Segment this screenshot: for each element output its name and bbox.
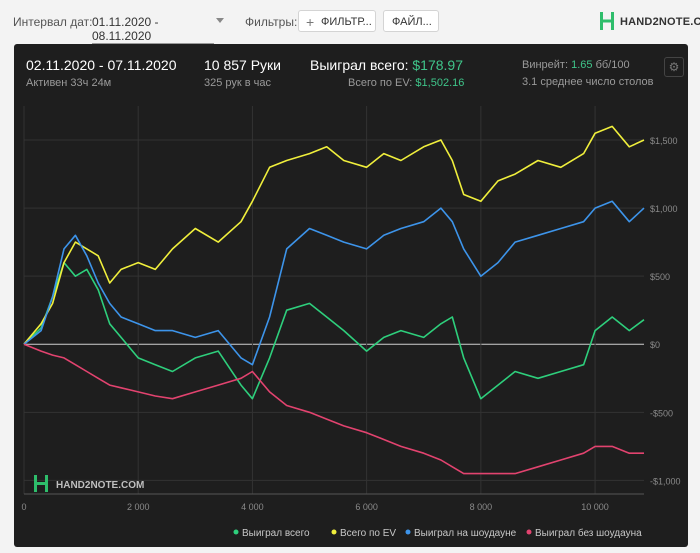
y-tick-label: $500 [650,272,670,282]
filter-button-label: ФИЛЬТР... [321,16,372,28]
chart-grid [23,106,644,495]
filters-label: Фильтры: [245,15,298,29]
winrate-label: Винрейт: [522,59,569,71]
chart-series-lines [23,125,645,475]
y-tick-label: $0 [650,340,660,350]
ev-total-label: Всего по EV: [348,77,413,89]
file-button[interactable]: ФАЙЛ... [383,10,439,32]
x-tick-label: 0 [21,502,26,512]
chart-legend: Выиграл всего Всего по EV Выиграл на шоуда… [233,527,642,539]
x-tick-label: 6 000 [355,502,378,512]
file-button-label: ФАЙЛ... [392,16,432,28]
series-line-2 [23,200,645,366]
winrate-value: 1.65 [571,59,593,71]
legend-marker-0 [233,529,239,535]
summary-hands: 10 857 Руки [204,57,281,73]
ev-total-value: $1,502.16 [415,77,465,89]
chart-watermark: HAND2NOTE.COM [34,475,144,492]
watermark-logo-icon [34,475,48,492]
x-tick-label: 4 000 [241,502,264,512]
summary-winrate: Винрейт: 1.65 бб/100 [522,59,630,71]
series-line-0 [23,261,645,400]
y-tick-label: $1,000 [650,204,678,214]
winrate-unit: бб/100 [595,59,630,71]
x-axis-ticks: 0 2 000 4 000 6 000 8 000 10 000 [21,502,608,512]
summary-active-time: Активен 33ч 24м [26,77,112,89]
x-tick-label: 2 000 [127,502,150,512]
won-total-label: Выиграл всего: [310,57,409,73]
y-tick-label: -$1,000 [650,476,681,486]
logo-text: HAND2NOTE.COM [620,16,700,28]
summary-avg-tables: 3.1 среднее число столов [522,76,654,88]
y-axis-ticks: $1,500 $1,000 $500 $0 -$500 -$1,000 [650,136,681,486]
legend-label-1: Всего по EV [340,528,396,539]
graph-panel: 02.11.2020 - 07.11.2020 Активен 33ч 24м … [14,44,688,547]
y-tick-label: $1,500 [650,136,678,146]
watermark-text: HAND2NOTE.COM [56,480,144,491]
date-interval-label: Интервал дат: [13,15,93,29]
toolbar: Интервал дат: 01.11.2020 - 08.11.2020 Фи… [0,0,700,44]
chevron-down-icon[interactable] [216,18,224,23]
series-line-3 [23,343,644,475]
summary-won-total: Выиграл всего: $178.97 [310,57,463,73]
won-total-value: $178.97 [412,57,463,73]
filter-button[interactable]: + ФИЛЬТР... [298,10,376,32]
legend-label-2: Выиграл на шоудауне [414,528,517,539]
series-line-1 [23,125,645,345]
y-tick-label: -$500 [650,408,673,418]
hand2note-logo-icon [600,12,614,30]
profit-graph: $1,500 $1,000 $500 $0 -$500 -$1,000 0 2 000 4 0… [21,106,681,539]
legend-marker-3 [526,529,532,535]
legend-marker-2 [405,529,411,535]
plus-icon: + [306,14,315,30]
legend-marker-1 [331,529,337,535]
gear-icon[interactable]: ⚙ [664,57,684,77]
legend-label-0: Выиграл всего [242,528,310,539]
summary-ev-total: Всего по EV: $1,502.16 [348,77,464,89]
date-range-dropdown[interactable]: 01.11.2020 - 08.11.2020 [92,15,214,44]
summary-date-range: 02.11.2020 - 07.11.2020 [26,57,177,73]
summary-hands-per-hour: 325 рук в час [204,77,272,89]
x-tick-label: 8 000 [470,502,493,512]
x-tick-label: 10 000 [581,502,609,512]
legend-label-3: Выиграл без шоудауна [535,527,642,539]
